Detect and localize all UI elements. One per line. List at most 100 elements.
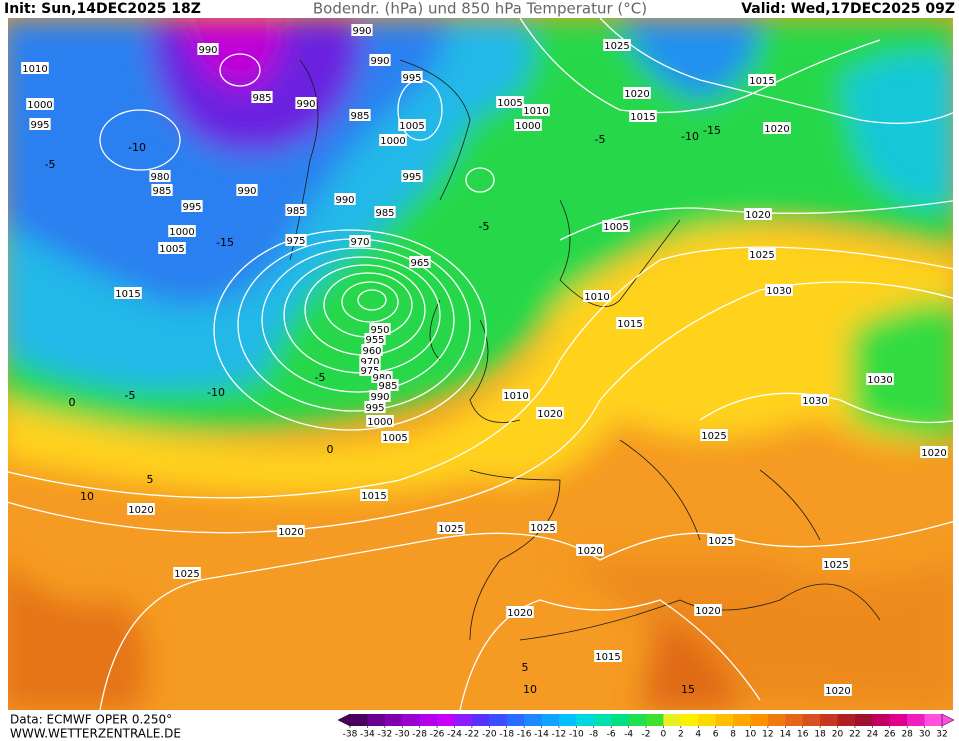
temperature-label: -5 [315, 371, 326, 384]
isobar-label-box [114, 287, 142, 299]
isobar-label: 1010 [584, 292, 609, 303]
isobar-label: 990 [370, 56, 389, 67]
isobar-label: 1005 [497, 98, 522, 109]
colorbar-segment [367, 714, 386, 726]
isobar-label: 1020 [128, 505, 153, 516]
isobar-label: 960 [362, 346, 381, 357]
isobar-label: 1015 [617, 319, 642, 330]
isobar-label: 990 [296, 99, 315, 110]
colorbar-segment [437, 714, 455, 726]
colorbar-segment [715, 714, 734, 726]
colorbar-tick-label: -18 [499, 730, 514, 740]
isobar-label-box [744, 208, 772, 220]
colorbar-tick-label: 22 [849, 730, 860, 740]
isobar-label-box [822, 558, 850, 570]
colorbar-tick-label: 4 [695, 730, 701, 740]
isobar-label-box [361, 344, 383, 356]
isobar-label-box [514, 119, 542, 131]
isobar-label-box [398, 119, 426, 131]
isobar-label-box [127, 503, 155, 515]
temperature-label: -15 [703, 124, 721, 137]
colorbar-tick-label: -30 [395, 730, 410, 740]
isobar-label-box [536, 407, 564, 419]
colorbar-segment [454, 714, 473, 726]
colorbar-tick-label: -6 [607, 730, 616, 740]
colorbar-segment [663, 714, 682, 726]
isobar-label: 1010 [22, 64, 47, 75]
isobar-label: 1015 [115, 289, 140, 300]
isobar-label: 1005 [382, 433, 407, 444]
isobar-label-box [824, 684, 852, 696]
isobar-label: 1000 [27, 100, 52, 111]
colorbar-segment [384, 714, 403, 726]
isobar-label: 985 [378, 381, 397, 392]
colorbar-segment [489, 714, 508, 726]
colorbar-tick-label: -32 [377, 730, 392, 740]
isobar-label-box [364, 401, 386, 413]
colorbar-tick-label: -10 [569, 730, 584, 740]
colorbar-tick-label: 28 [901, 730, 913, 740]
colorbar-segment [576, 714, 595, 726]
isobar-label: 1020 [278, 527, 303, 538]
colorbar-tick-label: -14 [534, 730, 549, 740]
colorbar-segment [767, 714, 786, 726]
colorbar-segment [802, 714, 821, 726]
isobar-label: 1000 [169, 227, 194, 238]
isobar-label: 1025 [438, 524, 463, 535]
colorbar-segment [837, 714, 856, 726]
isobar-label-box [151, 184, 173, 196]
isobar-label-box [251, 91, 273, 103]
colorbar-tick-label: -38 [343, 730, 358, 740]
temperature-label: 0 [327, 443, 334, 456]
colorbar-tick-label: 32 [936, 730, 947, 740]
isobar-label: 975 [360, 366, 379, 377]
isobar-label: 1010 [523, 106, 548, 117]
init-time: Init: Sun,14DEC2025 18Z [4, 1, 201, 17]
colorbar-segment [820, 714, 839, 726]
isobar-label-box [379, 134, 407, 146]
temperature-label: 0 [69, 396, 76, 409]
isobar-label: 1020 [624, 89, 649, 100]
isobar-label: 975 [286, 236, 305, 247]
isobar-label: 1030 [766, 286, 791, 297]
isobar-label: 1000 [367, 417, 392, 428]
isobar-label-box [616, 317, 644, 329]
isobar-label-box [29, 118, 51, 130]
isobar-label-box [603, 39, 631, 51]
isobar-label-box [26, 98, 54, 110]
isobar-label: 1005 [399, 121, 424, 132]
isobar-label: 955 [365, 335, 384, 346]
isobar-label: 1025 [174, 569, 199, 580]
colorbar-tick-label: 8 [730, 730, 736, 740]
isobar-label-box [369, 323, 391, 335]
colorbar-tick-label: -24 [447, 730, 462, 740]
isobar-label-box [583, 290, 611, 302]
colorbar-segment [785, 714, 804, 726]
temperature-label: -10 [207, 386, 225, 399]
colorbar-tick-label: 2 [678, 730, 684, 740]
isobar-label-box [594, 650, 622, 662]
isobar-label: 990 [198, 45, 217, 56]
isobar-label-box [765, 284, 793, 296]
colorbar-segment [593, 714, 612, 726]
temperature-label: -15 [216, 236, 234, 249]
isobar-label: 970 [350, 237, 369, 248]
isobar-label-box [529, 521, 557, 533]
isobar-label: 1020 [507, 608, 532, 619]
colorbar-segment [506, 714, 525, 726]
isobar-label: 985 [286, 206, 305, 217]
isobar-label-box [748, 248, 776, 260]
temperature-label: -10 [681, 130, 699, 143]
colorbar-segment [402, 714, 421, 726]
colorbar-segment [524, 714, 543, 726]
isobar-label-box [381, 431, 409, 443]
isobar-label: 1030 [867, 375, 892, 386]
isobar-label-box [334, 193, 356, 205]
colorbar-tick-label: -22 [465, 730, 480, 740]
isobar-label-box [700, 429, 728, 441]
isobar-label-box [236, 184, 258, 196]
colorbar-segment [680, 714, 699, 726]
isobar-label-box [629, 110, 657, 122]
isobar-label-box [21, 62, 49, 74]
colorbar-segment [854, 714, 873, 726]
